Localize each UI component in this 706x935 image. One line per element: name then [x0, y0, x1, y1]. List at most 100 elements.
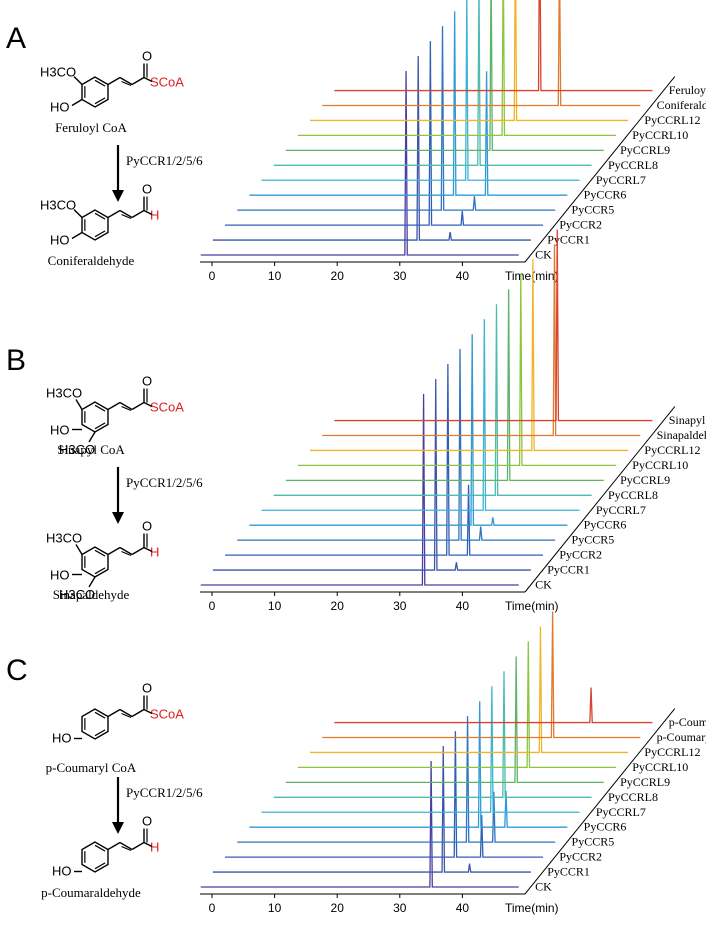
trace-label: PyCCRL9: [620, 143, 670, 157]
trace-label: PyCCR1: [547, 865, 590, 879]
trace-pyccr5: [237, 716, 556, 843]
ring-double-bond: [94, 729, 106, 737]
product-name: p-Coumaraldehyde: [41, 885, 141, 900]
trace-pyccrl8: [273, 671, 592, 798]
ring-double-bond: [94, 404, 106, 412]
substituent-label: H3CO: [40, 65, 76, 80]
x-tick-label: 40: [456, 901, 470, 915]
trace-label: PyCCRL10: [632, 458, 688, 472]
bond: [131, 401, 145, 411]
trace-label: PyCCRL12: [644, 113, 700, 127]
x-tick-label: 10: [268, 599, 282, 613]
end-group-label: SCoA: [150, 400, 184, 415]
end-group-label: H: [150, 545, 159, 560]
bond: [119, 546, 133, 556]
trace-pyccr2: [225, 731, 544, 858]
bond: [131, 841, 145, 851]
benzene-ring: [81, 546, 109, 578]
trace-pyccr2: [225, 41, 544, 226]
trace-pyccr6: [249, 701, 568, 828]
ring-double-bond: [94, 711, 106, 719]
chromatogram-1: 0 10 20 30 40 Time(min)CKPyCCR1PyCCR2PyCCR5Py…: [200, 229, 706, 613]
trace-p-coumaraldehyde: [334, 687, 653, 724]
substrate-name: Sinapyl CoA: [57, 442, 125, 457]
trace-ck: [200, 393, 519, 586]
trace-label: p-Coumaraldehyde: [669, 715, 706, 729]
x-axis-label: Time(min): [505, 269, 559, 283]
trace-pyccrl9: [285, 0, 604, 151]
x-tick-label: 20: [331, 269, 345, 283]
bond: [107, 76, 121, 86]
substituent-label: H3CO: [59, 587, 95, 602]
substrate-name: Feruloyl CoA: [55, 120, 127, 135]
bond: [107, 708, 121, 718]
trace-pyccr2: [225, 363, 544, 556]
product-name: Coniferaldehyde: [48, 253, 135, 268]
substituent-label: HO: [52, 731, 72, 746]
x-axis-label: Time(min): [505, 901, 559, 915]
trace-pyccr1: [212, 56, 531, 241]
trace-label: PyCCRL8: [608, 488, 658, 502]
trace-label: PyCCR6: [584, 188, 627, 202]
trace-ck: [200, 70, 519, 256]
trace-label: CK: [535, 578, 552, 592]
ring-double-bond: [94, 567, 106, 575]
trace-pyccrl12: [310, 259, 629, 452]
trace-label: PyCCRL8: [608, 158, 658, 172]
trace-label: PyCCR1: [547, 233, 590, 247]
panel-label: C: [6, 654, 28, 687]
enzyme-label: PyCCR1/2/5/6: [126, 785, 203, 800]
trace-pyccrl7: [261, 686, 580, 813]
bond: [88, 431, 96, 443]
trace-sinapaldehyde: [322, 244, 641, 437]
trace-label: PyCCR5: [572, 835, 615, 849]
oxygen-label: O: [142, 49, 152, 64]
bond: [119, 76, 133, 86]
depth-axis: [524, 76, 676, 263]
bond: [143, 708, 153, 715]
trace-pyccrl7: [261, 0, 580, 181]
trace-label: Sinapaldehyde: [657, 428, 706, 442]
ring-double-bond: [94, 422, 106, 430]
substituent-label: HO: [50, 100, 70, 115]
bond: [73, 76, 83, 85]
ring-double-bond: [94, 212, 106, 220]
bond: [75, 399, 83, 410]
bond-double: [121, 550, 132, 557]
trace-pyccr1: [212, 746, 531, 873]
trace-pyccrl8: [273, 304, 592, 496]
bond-double: [121, 80, 132, 87]
ring-double-bond: [94, 79, 106, 87]
x-tick-label: 20: [331, 901, 345, 915]
trace-label: PyCCRL9: [620, 473, 670, 487]
oxygen-label: O: [142, 374, 152, 389]
trace-pyccr6: [249, 11, 568, 196]
trace-pyccrl10: [297, 274, 616, 467]
trace-ck: [200, 760, 519, 888]
trace-label: PyCCRL10: [632, 760, 688, 774]
bond: [73, 209, 83, 218]
trace-p-coumaryl-coenzyme-a: [322, 611, 641, 739]
trace-label: PyCCR2: [559, 850, 602, 864]
bond: [131, 708, 145, 718]
oxygen-label: O: [142, 519, 152, 534]
substituent-label: HO: [50, 568, 70, 583]
bond-double: [121, 405, 132, 412]
trace-label: PyCCRL8: [608, 790, 658, 804]
trace-label: Feruloyl coenzyme A: [669, 83, 706, 97]
chromatogram-0: 0 10 20 30 40 Time(min)CKPyCCR1PyCCR2PyCCR5Py…: [200, 0, 706, 283]
trace-pyccr5: [237, 26, 556, 211]
substituent-label: HO: [52, 864, 72, 879]
bond: [107, 841, 121, 851]
substituent-label: H3CO: [59, 442, 95, 457]
ring-double-bond: [94, 862, 106, 870]
substrate-name: p-Coumaryl CoA: [46, 760, 137, 775]
x-axis-label: Time(min): [505, 599, 559, 613]
ring-double-bond: [94, 549, 106, 557]
trace-label: PyCCRL7: [596, 805, 646, 819]
x-tick-label: 0: [209, 599, 216, 613]
ring-double-bond: [94, 844, 106, 852]
trace-pyccrl8: [273, 0, 592, 166]
